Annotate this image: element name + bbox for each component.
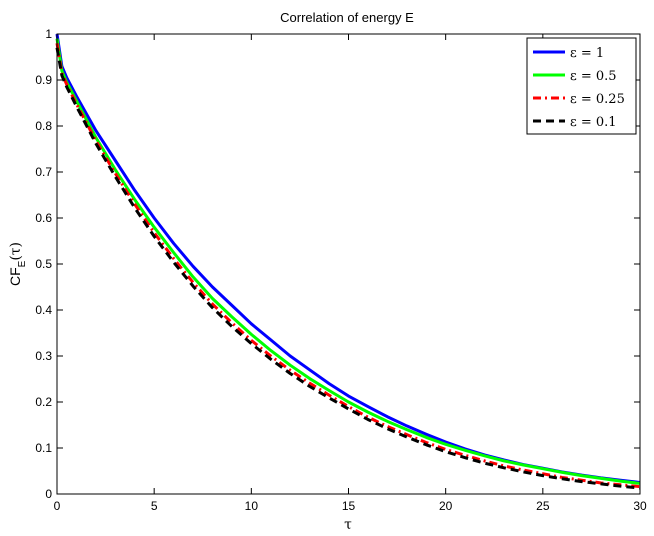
legend-label-1: ε = 1 (570, 46, 604, 61)
y-tick-label: 0.8 (35, 119, 52, 133)
x-axis: 0 5 10 15 20 25 30 (54, 34, 647, 513)
y-axis: 0 0.1 0.2 0.3 0.4 0.5 0.6 0.7 0.8 0.9 1 (35, 27, 640, 501)
y-tick-label: 0.4 (35, 303, 52, 317)
legend-label-3: ε = 0.25 (570, 92, 625, 107)
svg-text:CFE(τ): CFE(τ) (7, 242, 28, 286)
legend: ε = 1 ε = 0.5 ε = 0.25 ε = 0.1 (526, 37, 637, 135)
y-tick-label: 0.2 (35, 395, 52, 409)
series-line-4 (55, 47, 641, 490)
y-tick-label: 0 (45, 487, 52, 501)
x-tick-label: 5 (151, 499, 158, 513)
y-axis-label: CFE(τ) (7, 242, 28, 286)
x-tick-label: 15 (342, 499, 356, 513)
chart-title: Correlation of energy E (280, 10, 414, 25)
y-tick-label: 0.7 (35, 165, 52, 179)
x-tick-label: 0 (54, 499, 61, 513)
plot-area (55, 33, 641, 490)
y-tick-label: 0.5 (35, 257, 52, 271)
x-tick-label: 20 (439, 499, 453, 513)
y-tick-label: 0.1 (35, 441, 52, 455)
y-tick-label: 0.6 (35, 211, 52, 225)
series-line-3 (55, 42, 641, 489)
y-tick-label: 0.9 (35, 73, 52, 87)
y-axis-label-main: CF (7, 267, 23, 286)
x-tick-label: 10 (245, 499, 259, 513)
legend-label-2: ε = 0.5 (570, 69, 617, 84)
legend-box (526, 37, 637, 135)
x-tick-label: 30 (633, 499, 647, 513)
legend-label-4: ε = 0.1 (570, 115, 617, 130)
y-axis-label-subscript: E (17, 260, 28, 267)
y-tick-label: 0.3 (35, 349, 52, 363)
y-tick-label: 1 (45, 27, 52, 41)
y-axis-label-argument: (τ) (8, 242, 24, 261)
x-axis-label: τ (344, 517, 352, 533)
series-line-2 (55, 38, 641, 485)
x-tick-label: 25 (536, 499, 550, 513)
